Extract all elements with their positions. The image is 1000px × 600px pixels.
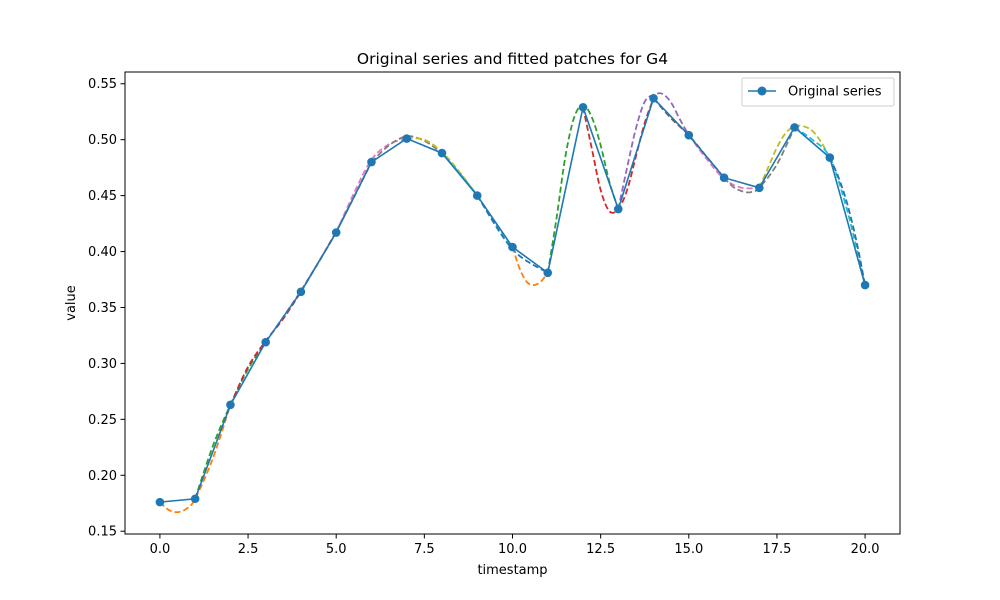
data-point: [331, 228, 341, 237]
chart-title: Original series and fitted patches for G…: [357, 50, 668, 68]
y-tick-label: 0.15: [88, 525, 117, 540]
data-point: [860, 280, 870, 290]
data-point: [261, 337, 270, 347]
fitted-patch-10: [511, 246, 549, 287]
data-point: [296, 287, 306, 297]
original-series: [155, 93, 870, 507]
y-axis: 0.15 0.20 0.25 0.30 0.35 0.40 0.45 0.50 0.55: [88, 77, 125, 540]
legend: Original series: [741, 77, 895, 107]
data-point: [719, 173, 729, 183]
x-tick-label: 17.5: [762, 542, 791, 557]
fitted-patch-19: [829, 157, 866, 286]
y-tick-label: 0.20: [88, 469, 117, 484]
y-tick-label: 0.45: [88, 189, 117, 204]
x-tick-label: 20.0: [851, 542, 880, 557]
data-point: [472, 191, 482, 200]
y-tick-label: 0.40: [88, 245, 117, 260]
legend-label-original-series: Original series: [788, 85, 882, 100]
y-tick-label: 0.25: [88, 413, 117, 428]
data-point: [649, 93, 658, 103]
x-tick-label: 2.5: [238, 542, 259, 557]
data-point: [578, 102, 588, 112]
x-tick-label: 10.0: [498, 542, 527, 557]
plot-area: [124, 71, 901, 535]
data-point: [402, 134, 412, 143]
data-point: [543, 268, 553, 278]
fitted-patch-0: [159, 404, 232, 514]
data-point: [613, 204, 623, 214]
data-point: [367, 157, 376, 167]
data-point: [790, 123, 799, 132]
x-axis: 0.0 2.5 5.0 7.5 10.0 12.5 15.0 17.5 20.0: [150, 534, 880, 557]
legend-marker-swatch: [757, 86, 767, 96]
x-tick-label: 12.5: [586, 542, 615, 557]
legend-box: [741, 77, 895, 107]
data-point: [190, 494, 200, 504]
x-tick-label: 0.0: [150, 542, 171, 557]
data-point: [755, 183, 764, 193]
data-point: [155, 497, 165, 507]
x-tick-label: 15.0: [674, 542, 703, 557]
y-tick-label: 0.50: [88, 133, 117, 148]
fitted-patch-14: [652, 97, 725, 179]
data-point: [825, 153, 835, 162]
y-tick-label: 0.30: [88, 357, 117, 372]
y-tick-label: 0.55: [88, 77, 117, 92]
x-tick-label: 5.0: [326, 542, 347, 557]
y-tick-label: 0.35: [88, 301, 117, 316]
data-point: [226, 400, 235, 410]
data-point: [508, 242, 517, 252]
x-tick-label: 7.5: [414, 542, 435, 557]
plot-background: [125, 72, 900, 534]
fitted-patch-16: [723, 126, 796, 194]
data-point: [684, 130, 694, 140]
data-point: [437, 148, 447, 158]
y-axis-label: value: [64, 285, 79, 321]
x-axis-label: timestamp: [477, 563, 547, 578]
